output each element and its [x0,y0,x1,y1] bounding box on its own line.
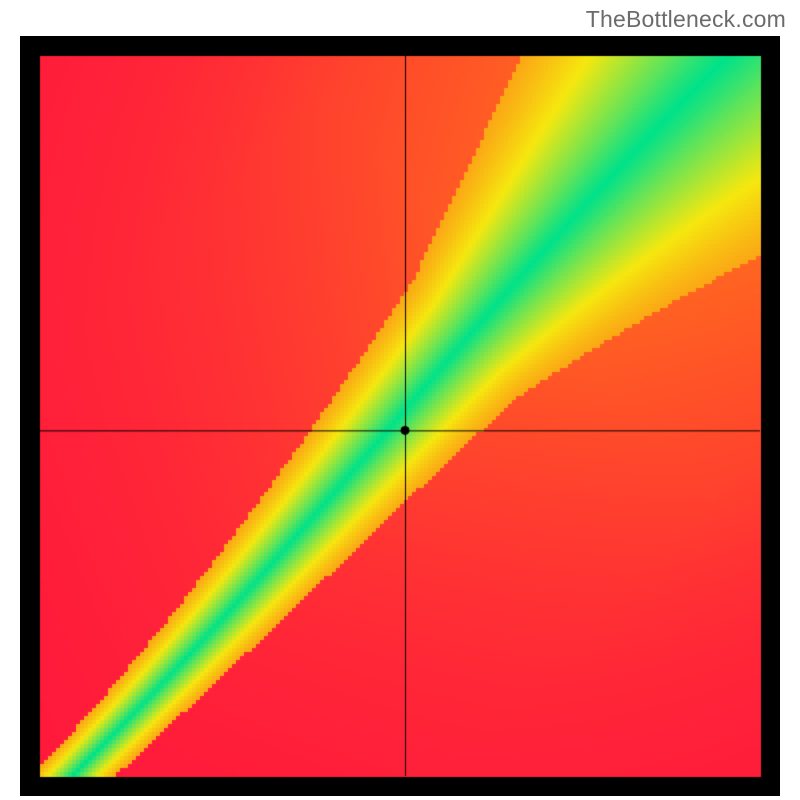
heatmap-canvas [20,36,780,796]
chart-frame [20,36,780,796]
watermark-text: TheBottleneck.com [586,6,786,33]
